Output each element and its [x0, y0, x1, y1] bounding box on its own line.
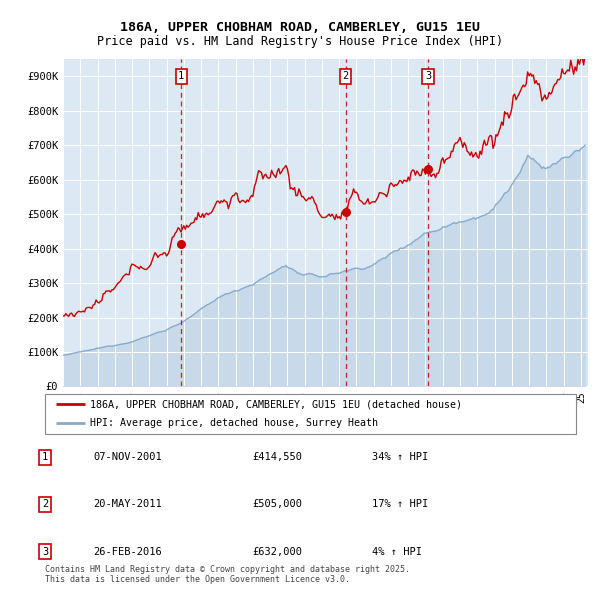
Text: 17% ↑ HPI: 17% ↑ HPI [372, 500, 428, 509]
Text: 186A, UPPER CHOBHAM ROAD, CAMBERLEY, GU15 1EU (detached house): 186A, UPPER CHOBHAM ROAD, CAMBERLEY, GU1… [90, 399, 462, 409]
Text: HPI: Average price, detached house, Surrey Heath: HPI: Average price, detached house, Surr… [90, 418, 378, 428]
Text: 20-MAY-2011: 20-MAY-2011 [93, 500, 162, 509]
Text: Price paid vs. HM Land Registry's House Price Index (HPI): Price paid vs. HM Land Registry's House … [97, 35, 503, 48]
Text: 07-NOV-2001: 07-NOV-2001 [93, 453, 162, 462]
Text: 1: 1 [178, 71, 184, 81]
Text: 3: 3 [425, 71, 431, 81]
Text: 1: 1 [42, 453, 48, 462]
Text: 186A, UPPER CHOBHAM ROAD, CAMBERLEY, GU15 1EU: 186A, UPPER CHOBHAM ROAD, CAMBERLEY, GU1… [120, 21, 480, 34]
Text: 3: 3 [42, 547, 48, 556]
Text: Contains HM Land Registry data © Crown copyright and database right 2025.
This d: Contains HM Land Registry data © Crown c… [45, 565, 410, 584]
Text: 4% ↑ HPI: 4% ↑ HPI [372, 547, 422, 556]
Text: £505,000: £505,000 [252, 500, 302, 509]
Text: 2: 2 [42, 500, 48, 509]
Text: 2: 2 [343, 71, 349, 81]
Text: £632,000: £632,000 [252, 547, 302, 556]
Text: £414,550: £414,550 [252, 453, 302, 462]
FancyBboxPatch shape [45, 394, 576, 434]
Text: 26-FEB-2016: 26-FEB-2016 [93, 547, 162, 556]
Text: 34% ↑ HPI: 34% ↑ HPI [372, 453, 428, 462]
